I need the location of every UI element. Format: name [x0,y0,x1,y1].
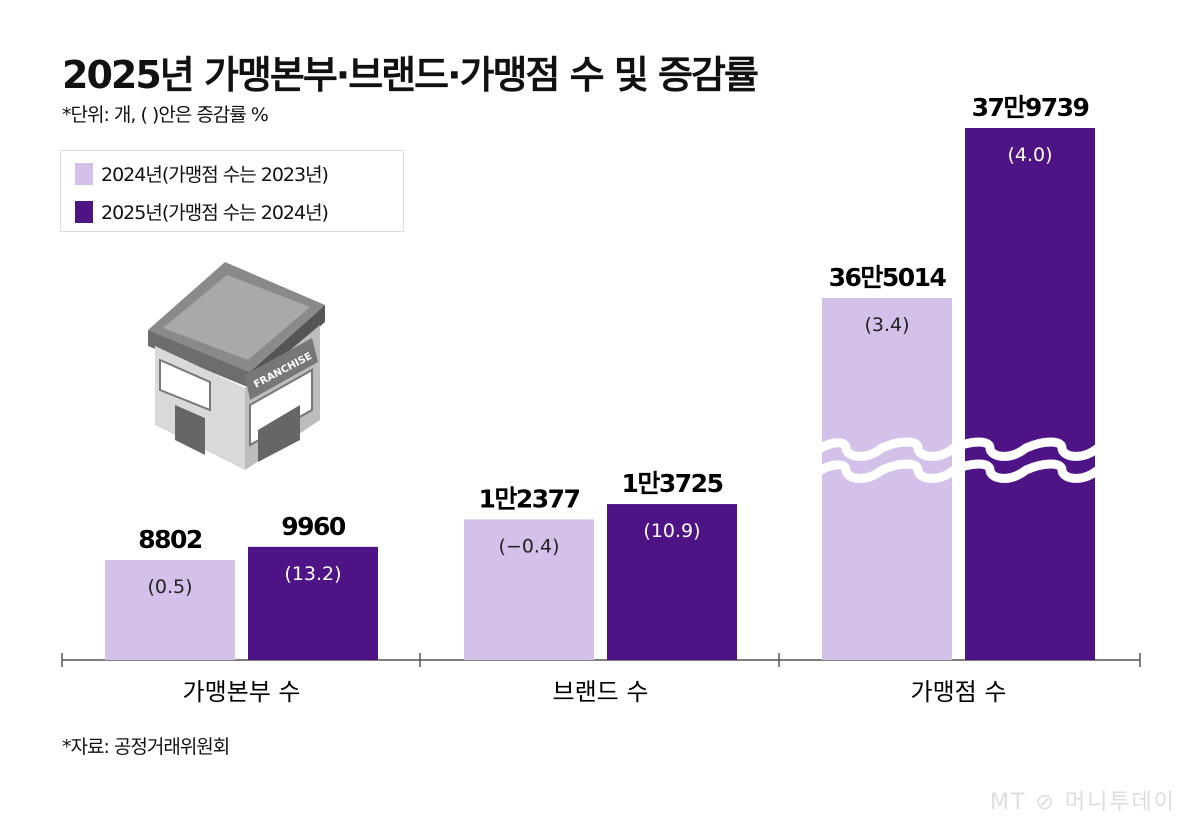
axis-break-mark [807,459,1173,483]
category-label: 브랜드 수 [553,678,649,706]
watermark: MT ⊘ 머니투데이 [990,790,1177,815]
legend-swatch-2024 [75,162,93,185]
legend-swatch-2025 [75,200,93,223]
change-label: (3.4) [864,314,909,336]
value-label: 1만3725 [622,469,723,498]
franchise-store-icon: FRANCHISE [148,262,325,470]
bar-2025-2 [965,128,1095,660]
legend-label-2024: 2024년(가맹점 수는 2023년) [101,164,329,186]
legend-label-2025: 2025년(가맹점 수는 2024년) [101,202,329,224]
change-label: (10.9) [643,520,700,542]
bar-2025-0 [248,546,378,660]
change-label: (4.0) [1007,144,1052,166]
value-label: 1만2377 [479,484,580,513]
bar-2024-0 [105,560,235,660]
change-label: (−0.4) [499,535,560,557]
legend: 2024년(가맹점 수는 2023년) 2025년(가맹점 수는 2024년) [60,150,404,232]
bar-2025-1 [607,504,737,660]
legend-item-2025: 2025년(가맹점 수는 2024년) [75,198,329,225]
value-label: 8802 [138,525,202,554]
category-label: 가맹점 수 [911,678,1007,706]
change-label: (13.2) [284,563,341,585]
unit-note: *단위: 개, ( )안은 증감률 % [62,104,269,126]
value-label: 36만5014 [829,263,947,292]
bar-2024-1 [464,519,594,660]
value-label: 9960 [281,512,346,541]
axis-break-mark [807,437,1173,461]
value-label: 37만9739 [972,93,1089,122]
category-label: 가맹본부 수 [182,678,300,706]
change-label: (0.5) [147,576,192,598]
chart-title: 2025년 가맹본부·브랜드·가맹점 수 및 증감률 [62,53,759,97]
legend-item-2024: 2024년(가맹점 수는 2023년) [75,160,329,187]
source-note: *자료: 공정거래위원회 [62,736,230,758]
